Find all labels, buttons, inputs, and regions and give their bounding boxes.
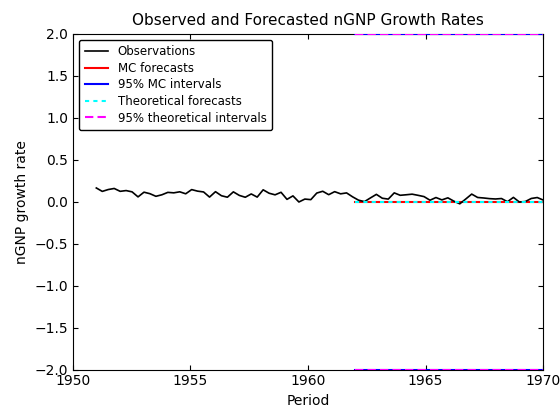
95% theoretical intervals <box>426 31 433 36</box>
Theoretical forecasts <box>374 199 381 204</box>
Theoretical forecasts <box>488 199 495 204</box>
95% MC intervals <box>352 31 358 36</box>
MC forecasts <box>488 199 495 204</box>
95% theoretical intervals <box>470 31 477 36</box>
MC forecasts <box>426 199 433 204</box>
Y-axis label: nGNP growth rate: nGNP growth rate <box>15 140 29 263</box>
MC forecasts <box>352 199 358 204</box>
Observations <box>540 197 547 202</box>
95% MC intervals <box>540 31 547 36</box>
95% MC intervals <box>374 31 381 36</box>
Theoretical forecasts <box>470 199 477 204</box>
95% theoretical intervals <box>540 31 547 36</box>
95% theoretical intervals <box>374 31 381 36</box>
Title: Observed and Forecasted nGNP Growth Rates: Observed and Forecasted nGNP Growth Rate… <box>132 13 484 28</box>
MC forecasts <box>470 199 477 204</box>
Theoretical forecasts <box>352 199 358 204</box>
95% MC intervals <box>488 31 495 36</box>
95% MC intervals <box>413 31 419 36</box>
MC forecasts <box>540 199 547 204</box>
Theoretical forecasts <box>488 199 494 204</box>
95% theoretical intervals <box>488 31 494 36</box>
Observations <box>248 192 255 197</box>
95% theoretical intervals <box>488 31 495 36</box>
MC forecasts <box>374 199 381 204</box>
Line: Observations: Observations <box>96 188 543 204</box>
Observations <box>456 201 463 206</box>
Legend: Observations, MC forecasts, 95% MC intervals, Theoretical forecasts, 95% theoret: Observations, MC forecasts, 95% MC inter… <box>79 39 272 131</box>
Observations <box>134 194 141 200</box>
95% theoretical intervals <box>413 31 419 36</box>
X-axis label: Period: Period <box>286 394 330 408</box>
MC forecasts <box>413 199 419 204</box>
Observations <box>450 199 457 204</box>
Observations <box>391 190 398 195</box>
Theoretical forecasts <box>426 199 433 204</box>
Observations <box>93 186 100 191</box>
95% MC intervals <box>470 31 477 36</box>
Observations <box>325 192 332 197</box>
Theoretical forecasts <box>540 199 547 204</box>
MC forecasts <box>488 199 494 204</box>
95% MC intervals <box>488 31 494 36</box>
95% MC intervals <box>426 31 433 36</box>
95% theoretical intervals <box>352 31 358 36</box>
Observations <box>379 196 386 201</box>
Theoretical forecasts <box>413 199 419 204</box>
